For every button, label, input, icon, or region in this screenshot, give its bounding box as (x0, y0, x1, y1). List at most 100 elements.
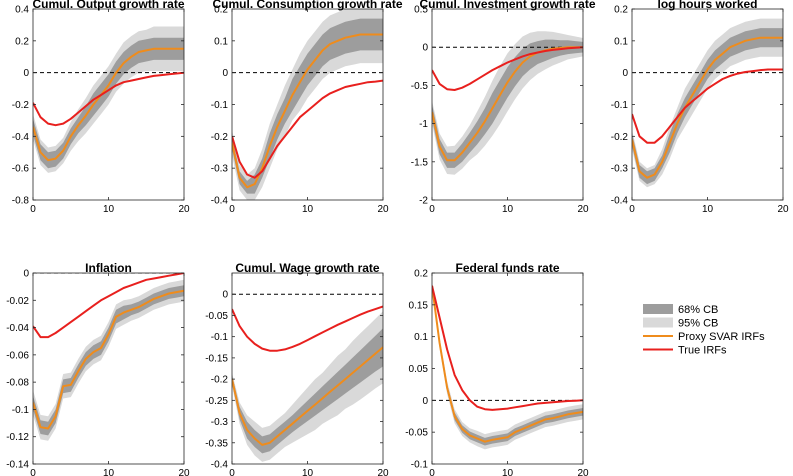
y-tick-label: -0.02 (6, 296, 29, 307)
y-tick-label: -0.5 (411, 81, 429, 92)
y-tick-label: 0.4 (15, 5, 29, 16)
proxy-svar-irf-line (33, 289, 184, 430)
y-tick-label: -0.1 (12, 405, 30, 416)
y-tick-label: -0.6 (12, 164, 30, 175)
y-tick-label: -0.2 (211, 132, 229, 143)
irf-panel: -2 -1.5 -1 -0.5 0 0.5 0 10 20 Cumul. Investment g… (411, 0, 596, 215)
y-tick-label: 0 (622, 68, 628, 79)
y-tick-label: -0.05 (205, 311, 228, 322)
proxy-svar-irf-line (33, 47, 184, 162)
y-tick-label: -0.14 (6, 460, 29, 471)
irf-panels: -0.8 -0.6 -0.4 -0.2 0 0.2 0.4 0 10 20 Cumul. Outpu… (6, 0, 789, 476)
x-tick-label: 10 (302, 468, 314, 476)
y-tick-label: 0.1 (214, 36, 228, 47)
panel-title: Cumul. Consumption growth rate (213, 0, 403, 11)
y-tick-label: 0.1 (414, 332, 428, 343)
x-tick-label: 20 (577, 204, 589, 215)
proxy-svar-irf-line (232, 346, 383, 446)
irf-panel: -0.4 -0.35 -0.3 -0.25 -0.2 -0.15 -0.1 -0.05 0 0 10… (205, 261, 389, 476)
x-tick-label: 20 (377, 204, 389, 215)
y-tick-label: 0 (23, 269, 29, 280)
y-tick-label: -0.3 (611, 164, 629, 175)
y-tick-label: 0.2 (414, 269, 428, 280)
x-tick-label: 0 (229, 468, 235, 476)
y-tick-label: -0.3 (211, 164, 229, 175)
x-tick-label: 20 (377, 468, 389, 476)
y-tick-label: 0 (422, 396, 428, 407)
x-tick-label: 10 (103, 204, 115, 215)
x-tick-label: 20 (178, 204, 190, 215)
y-tick-label: -0.2 (12, 100, 30, 111)
true-irf-line (232, 79, 383, 179)
legend-swatch (643, 317, 673, 328)
x-tick-label: 10 (502, 468, 514, 476)
panel-title: Cumul. Investment growth rate (419, 0, 595, 11)
panel-title: Federal funds rate (455, 261, 559, 275)
x-tick-label: 0 (30, 468, 36, 476)
y-tick-label: -0.1 (411, 460, 429, 471)
y-tick-label: 0.5 (414, 5, 428, 16)
irf-panel: -0.8 -0.6 -0.4 -0.2 0 0.2 0.4 0 10 20 Cumul. Outpu… (12, 0, 190, 215)
y-tick-label: 0.1 (614, 36, 628, 47)
y-tick-label: -0.05 (405, 428, 428, 439)
legend-label: 68% CB (678, 304, 718, 316)
true-irf-line (632, 68, 783, 144)
y-tick-label: -0.3 (211, 417, 229, 428)
x-tick-label: 0 (30, 204, 36, 215)
y-tick-label: -1.5 (411, 157, 429, 168)
proxy-svar-irf-line (432, 46, 583, 162)
legend-label: True IRFs (678, 345, 727, 357)
y-tick-label: -0.8 (12, 196, 30, 207)
y-tick-label: -0.4 (12, 132, 30, 143)
proxy-svar-irf-line (432, 285, 583, 443)
x-tick-label: 10 (103, 468, 115, 476)
y-tick-label: 0 (222, 68, 228, 79)
y-tick-label: -1 (419, 119, 428, 130)
y-tick-label: -0.2 (211, 375, 229, 386)
x-tick-label: 0 (429, 468, 435, 476)
x-tick-label: 20 (178, 468, 190, 476)
y-tick-label: 0.15 (409, 300, 429, 311)
y-tick-label: 0.2 (214, 5, 228, 16)
proxy-svar-irf-line (632, 36, 783, 179)
true-irf-line (33, 273, 184, 339)
y-tick-label: -0.08 (6, 378, 29, 389)
y-tick-label: 0 (422, 43, 428, 54)
true-irf-line (432, 285, 583, 411)
y-tick-label: 0 (222, 290, 228, 301)
y-tick-label: -0.2 (611, 132, 629, 143)
proxy-svar-irf-line (232, 33, 383, 189)
y-tick-label: -0.1 (211, 332, 229, 343)
x-tick-label: 20 (777, 204, 789, 215)
legend-label: 95% CB (678, 318, 718, 330)
true-irf-line (232, 305, 383, 352)
y-tick-label: -0.35 (205, 438, 228, 449)
band-68-area (432, 39, 583, 168)
irf-panel: -0.1 -0.05 0 0.05 0.1 0.15 0.2 0 10 20 Federal fun… (405, 261, 589, 476)
y-tick-label: -0.4 (611, 196, 629, 207)
legend-swatch (643, 304, 673, 314)
true-irf-line (432, 46, 583, 91)
legend-label: Proxy SVAR IRFs (678, 331, 765, 343)
y-tick-label: -0.1 (211, 100, 229, 111)
y-tick-label: -0.06 (6, 350, 29, 361)
y-tick-label: -0.4 (211, 196, 229, 207)
y-tick-label: -2 (419, 196, 428, 207)
y-tick-label: -0.12 (6, 432, 29, 443)
y-tick-label: -0.15 (205, 353, 228, 364)
y-tick-label: 0.2 (15, 36, 29, 47)
irf-panel: -0.14 -0.12 -0.1 -0.08 -0.06 -0.04 -0.02 0 0 10 20… (6, 261, 190, 476)
y-tick-label: -0.4 (211, 460, 229, 471)
x-tick-label: 10 (702, 204, 714, 215)
irf-panel: -0.4 -0.3 -0.2 -0.1 0 0.1 0.2 0 10 20 Cumul. Consu… (211, 0, 403, 215)
panel-title: log hours worked (657, 0, 757, 11)
true-irf-line (33, 71, 184, 127)
x-tick-label: 0 (429, 204, 435, 215)
x-tick-label: 0 (629, 204, 635, 215)
x-tick-label: 10 (502, 204, 514, 215)
panel-title: Cumul. Wage growth rate (235, 261, 380, 275)
y-tick-label: 0.05 (409, 364, 429, 375)
irf-panel: -0.4 -0.3 -0.2 -0.1 0 0.1 0.2 0 10 20 log hours wo… (611, 0, 789, 215)
